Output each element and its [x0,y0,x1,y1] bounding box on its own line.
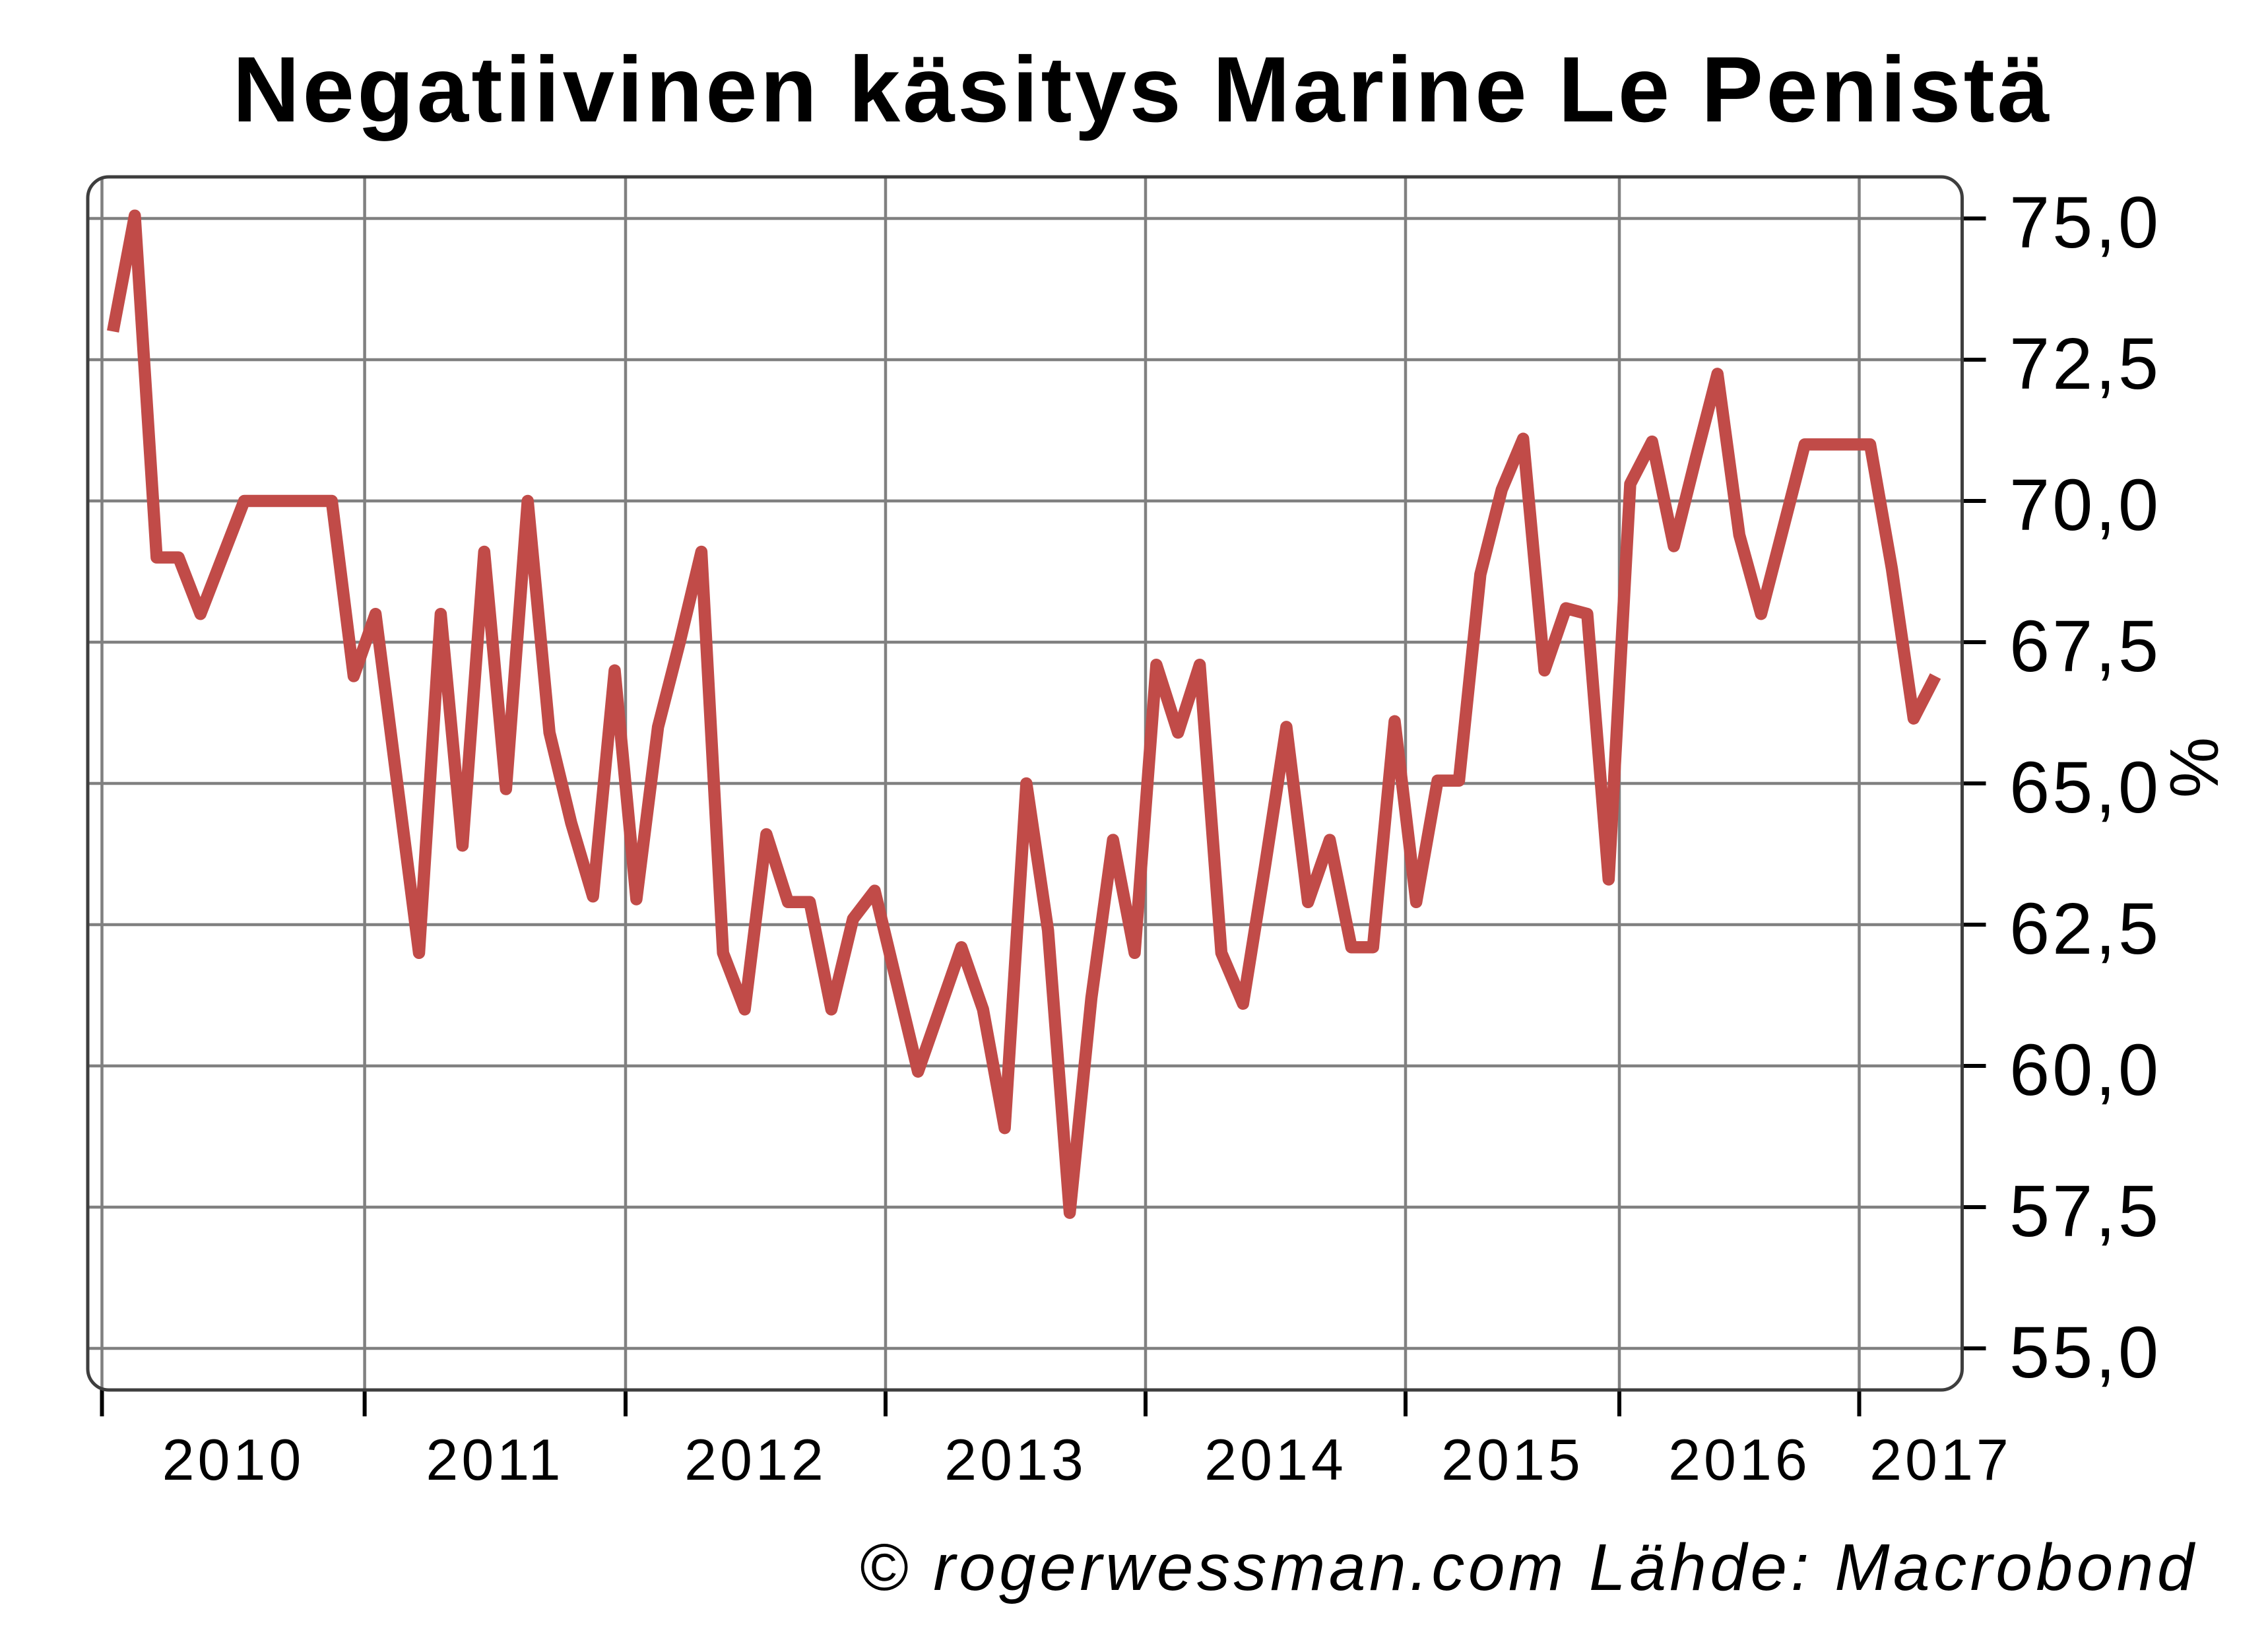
svg-text:70,0: 70,0 [2009,465,2161,546]
svg-text:75,0: 75,0 [2009,182,2161,263]
svg-text:© rogerwessman.com Lähde: Macr: © rogerwessman.com Lähde: Macrobond [859,1531,2197,1604]
svg-text:2012: 2012 [684,1427,827,1492]
svg-text:2016: 2016 [1668,1427,1811,1492]
svg-text:2013: 2013 [944,1427,1087,1492]
svg-text:%: % [2155,737,2232,798]
svg-text:67,5: 67,5 [2009,606,2161,687]
svg-text:55,0: 55,0 [2009,1312,2161,1393]
svg-text:57,5: 57,5 [2009,1171,2161,1252]
svg-text:2011: 2011 [426,1427,564,1492]
svg-text:60,0: 60,0 [2009,1030,2161,1111]
svg-text:2010: 2010 [162,1427,305,1492]
svg-text:62,5: 62,5 [2009,888,2161,970]
svg-text:2015: 2015 [1441,1427,1584,1492]
svg-text:72,5: 72,5 [2009,323,2161,405]
svg-text:2017: 2017 [1869,1427,2012,1492]
svg-text:Negatiivinen käsitys Marine Le: Negatiivinen käsitys Marine Le Penistä [232,37,2052,141]
svg-text:65,0: 65,0 [2009,747,2161,828]
svg-text:2014: 2014 [1204,1427,1347,1492]
